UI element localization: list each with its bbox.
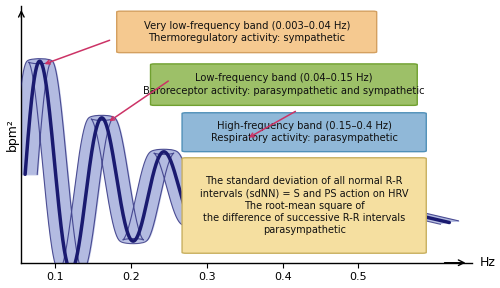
FancyBboxPatch shape	[182, 113, 426, 152]
Text: High-frequency band (0.15–0.4 Hz)
Respiratory activity: parasympathetic: High-frequency band (0.15–0.4 Hz) Respir…	[210, 121, 398, 143]
FancyBboxPatch shape	[116, 11, 376, 53]
Text: The standard deviation of all normal R-R
intervals (sdNN) = S and PS action on H: The standard deviation of all normal R-R…	[200, 176, 408, 235]
Text: Low-frequency band (0.04–0.15 Hz)
Baroreceptor activity: parasympathetic and sym: Low-frequency band (0.04–0.15 Hz) Barore…	[143, 73, 424, 96]
FancyBboxPatch shape	[150, 64, 418, 105]
FancyBboxPatch shape	[182, 158, 426, 253]
Polygon shape	[13, 59, 458, 273]
Y-axis label: bpm²: bpm²	[6, 118, 18, 151]
Text: Very low-frequency band (0.003–0.04 Hz)
Thermoregulatory activity: sympathetic: Very low-frequency band (0.003–0.04 Hz) …	[144, 21, 350, 43]
Text: Hz: Hz	[480, 256, 496, 269]
